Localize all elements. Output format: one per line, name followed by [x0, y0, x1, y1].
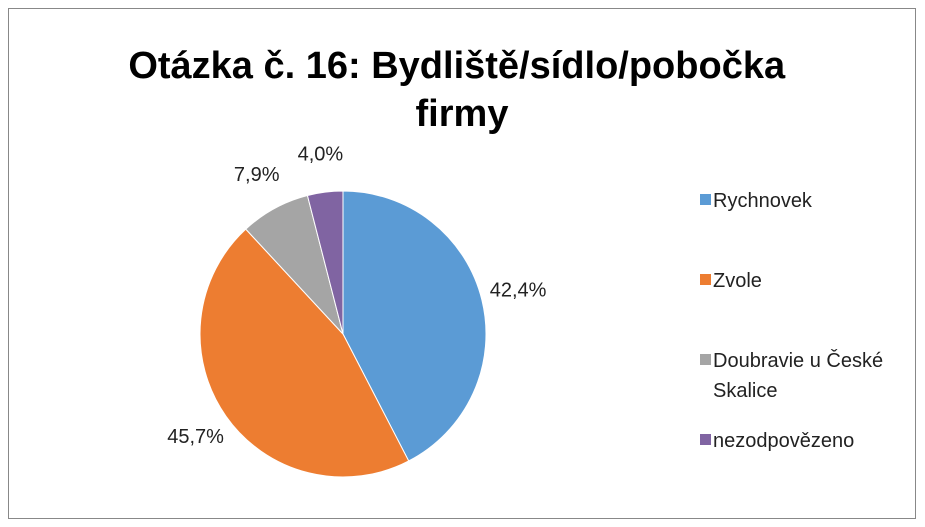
- pie-slice: [342, 190, 487, 462]
- legend-item: Rychnovek: [700, 186, 900, 216]
- data-label: 7,9%: [234, 164, 280, 186]
- legend-label: Zvole: [713, 270, 762, 292]
- legend-label: Rychnovek: [713, 190, 812, 212]
- data-label: 42,4%: [490, 280, 547, 302]
- legend-item: Zvole: [700, 266, 900, 296]
- chart-title: Otázka č. 16: Bydliště/sídlo/pobočka fir…: [128, 45, 795, 135]
- title-line: Otázka č. 16: Bydliště/sídlo/pobočka: [128, 45, 786, 87]
- legend-swatch: [700, 274, 711, 285]
- legend-label: nezodpovězeno: [713, 430, 855, 452]
- pie-slice: [306, 190, 344, 335]
- legend-swatch: [700, 354, 711, 365]
- chart-frame: [8, 8, 916, 519]
- pie-slice: [199, 228, 410, 478]
- legend-swatch: [700, 194, 711, 205]
- legend-item: Doubravie u České Skalice: [700, 346, 900, 406]
- legend-swatch: [700, 434, 711, 445]
- legend-label: Doubravie u České Skalice: [713, 350, 884, 402]
- title-line: firmy: [416, 93, 509, 135]
- data-label: 45,7%: [167, 426, 224, 448]
- data-label: 4,0%: [298, 144, 344, 166]
- legend-item: nezodpovězeno: [700, 426, 900, 456]
